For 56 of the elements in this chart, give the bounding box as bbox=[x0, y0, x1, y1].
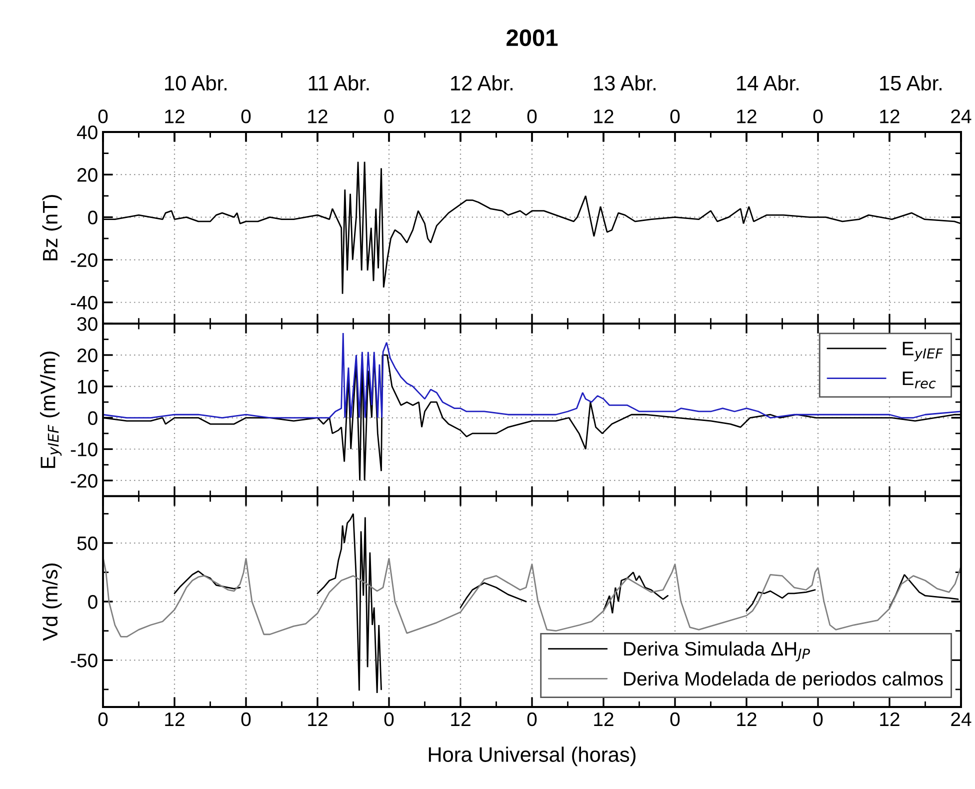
text: 13 Abr. bbox=[594, 75, 656, 91]
text: 10 Abr. bbox=[165, 75, 226, 91]
text: 12 Abr. bbox=[451, 75, 512, 91]
x-tick-label: 0 bbox=[98, 712, 108, 726]
y-tick-label: 40 bbox=[76, 125, 98, 140]
y-axis-title: Bz (nT) bbox=[42, 194, 62, 260]
x2-tick-label: 0 bbox=[384, 110, 394, 124]
y-tick-label: -10 bbox=[70, 442, 98, 456]
x-tick-label: 24 bbox=[951, 712, 972, 726]
y-tick-label: 0 bbox=[88, 595, 98, 609]
x2-tick-label: 24 bbox=[951, 110, 972, 124]
x-tick-label: 0 bbox=[384, 712, 394, 726]
text: 15 Abr. bbox=[880, 75, 942, 91]
y-axis-title: E$_{yIEF}$ (mV/m) bbox=[40, 352, 62, 468]
x2-tick-label: 0 bbox=[98, 110, 108, 124]
x2-tick-label: 12 bbox=[451, 110, 470, 124]
x-tick-label: 12 bbox=[451, 712, 470, 726]
y-tick-label: 50 bbox=[77, 536, 98, 550]
x2-tick-label: 12 bbox=[594, 110, 614, 124]
x-tick-label: 12 bbox=[165, 712, 184, 726]
x-tick-label: 12 bbox=[594, 712, 614, 726]
legend-label: Deriva Modelada de periodos calmos bbox=[624, 671, 943, 690]
x-tick-label: 0 bbox=[527, 712, 537, 726]
y-tick-label: 10 bbox=[78, 380, 98, 394]
chart-title: 2001 bbox=[506, 29, 558, 46]
x-tick-label: 0 bbox=[241, 712, 251, 726]
x2-tick-label: 0 bbox=[527, 110, 537, 124]
x-tick-label: 12 bbox=[880, 712, 900, 726]
x-tick-label: 12 bbox=[737, 712, 756, 726]
y-tick-label: 20 bbox=[77, 348, 98, 362]
y-tick-label: 0 bbox=[88, 210, 98, 224]
x2-tick-label: 12 bbox=[165, 110, 184, 124]
y-tick-label: -20 bbox=[70, 253, 98, 268]
line-series bbox=[103, 332, 961, 418]
x2-tick-label: 12 bbox=[880, 110, 900, 124]
legend-label: E$_{yIEF}$ bbox=[902, 342, 944, 362]
y-tick-label: 0 bbox=[88, 411, 98, 425]
x2-tick-label: 12 bbox=[737, 110, 756, 124]
y-tick-label: -20 bbox=[70, 474, 98, 488]
x-tick-label: 0 bbox=[670, 712, 680, 726]
x-axis-title: Hora Universal (horas) bbox=[428, 746, 636, 766]
y-tick-label: -50 bbox=[70, 654, 98, 668]
x2-tick-label: 0 bbox=[241, 110, 251, 124]
legend-label: E$_{rec}$ bbox=[902, 372, 936, 388]
y-axis-title: Vd (m/s) bbox=[42, 564, 62, 641]
legend-label: Deriva Simulada ΔH$_{JP}$ bbox=[624, 641, 810, 662]
x2-tick-label: 12 bbox=[308, 110, 328, 124]
text: 14 Abr. bbox=[737, 75, 798, 91]
x2-tick-label: 0 bbox=[670, 110, 680, 124]
x-tick-label: 12 bbox=[308, 712, 328, 726]
y-tick-label: 30 bbox=[77, 317, 98, 331]
x2-tick-label: 0 bbox=[813, 110, 823, 124]
text: 11 Abr. bbox=[308, 75, 369, 91]
y-tick-label: 20 bbox=[77, 168, 98, 182]
y-tick-label: -40 bbox=[70, 296, 98, 310]
x-tick-label: 0 bbox=[813, 712, 823, 726]
